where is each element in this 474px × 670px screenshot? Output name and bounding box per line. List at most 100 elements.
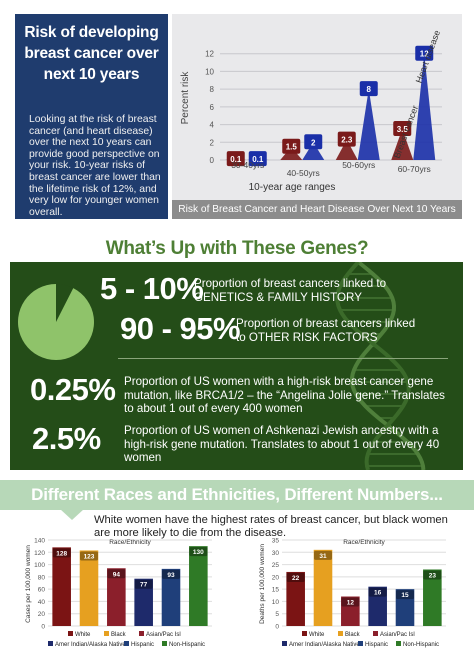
risk-xtick: 30-40yrs <box>231 160 264 170</box>
desc-genetics: Proportion of breast cancers linked to G… <box>194 277 387 304</box>
risk-ytick: 10 <box>205 67 214 76</box>
cases-value: 77 <box>140 582 148 589</box>
genes-divider <box>118 358 448 359</box>
desc-ashkenazi: Proportion of US women of Ashkenazi Jewi… <box>124 424 440 464</box>
risk-xlabel: 10-year age ranges <box>249 182 336 193</box>
cases-legend-label: Black <box>111 632 127 638</box>
risk-value-0: 3.5 <box>397 125 409 134</box>
risk-marker-1 <box>359 81 378 97</box>
deaths-bar <box>423 569 442 626</box>
deaths-legend-swatch <box>358 641 363 646</box>
pie-slice <box>56 284 74 322</box>
races-banner <box>0 480 474 510</box>
deaths-ytick: 25 <box>272 562 280 569</box>
cases-bar <box>161 568 181 626</box>
cases-value: 94 <box>113 571 121 578</box>
deaths-bar-chart: 0 5 10 15 20 25 30 35 Deaths per 100,000 women 22… <box>259 538 446 648</box>
cases-legend-swatch <box>48 641 53 646</box>
deaths-legend-swatch <box>396 641 401 646</box>
cases-ytick: 20 <box>38 611 46 618</box>
deaths-label-bg <box>341 597 360 607</box>
deaths-bar <box>368 586 387 626</box>
cases-bar <box>79 550 99 626</box>
risk-marker-0 <box>337 131 356 147</box>
cases-label-bg <box>189 547 208 557</box>
deaths-value: 23 <box>429 572 437 579</box>
deaths-legend-label: Asian/Pac Isl <box>380 632 415 638</box>
cases-bar <box>134 578 153 626</box>
pct-other-risk: 90 - 95% <box>120 311 241 346</box>
risk-spike-0 <box>335 139 358 160</box>
deaths-legend-swatch <box>302 631 307 636</box>
risk-marker-0 <box>393 121 412 136</box>
cases-legend-swatch <box>104 631 109 636</box>
deaths-legend-label: Hispanic <box>365 642 388 648</box>
deaths-ytick: 5 <box>275 611 279 618</box>
deaths-ylabel: Deaths per 100,000 women <box>259 544 266 624</box>
deaths-label-bg <box>368 587 387 597</box>
risk-value-0: 1.5 <box>286 143 298 152</box>
cases-ytick: 120 <box>34 550 45 557</box>
cases-bar <box>52 547 71 626</box>
deaths-legend-swatch <box>338 631 343 636</box>
risk-spike-0 <box>391 129 414 160</box>
cases-legend-label: Hispanic <box>131 642 154 648</box>
pct-ashkenazi: 2.5% <box>32 421 101 456</box>
pct-genetics: 5 - 10% <box>100 271 204 306</box>
deaths-label-bg <box>314 550 332 560</box>
risk-value-1: 2 <box>311 138 316 147</box>
deaths-ytick: 15 <box>272 587 280 594</box>
desc-brca: Proportion of US women with a high-risk … <box>124 375 445 415</box>
risk-value-1: 0.1 <box>252 155 264 164</box>
risk-marker-1 <box>248 151 267 167</box>
cases-value: 123 <box>84 553 95 560</box>
cases-legend-label: Amer Indian/Alaska Native <box>55 642 126 648</box>
risk-marker-0 <box>282 138 301 154</box>
deaths-label-bg <box>423 570 442 580</box>
cases-ytick: 100 <box>34 562 45 569</box>
risk-value-0: 0.1 <box>230 155 242 164</box>
risk-marker-0 <box>226 151 245 167</box>
cases-bar <box>189 546 208 626</box>
risk-ylabel: Percent risk <box>180 71 191 125</box>
cases-ytick: 40 <box>38 599 46 606</box>
cases-label-bg <box>80 551 98 561</box>
risk-value-0: 2.3 <box>341 136 353 145</box>
deaths-label-bg <box>286 572 305 582</box>
gene-pie-chart <box>18 284 94 360</box>
risk-chart-caption: Risk of Breast Cancer and Heart Disease … <box>172 200 462 219</box>
deaths-bar <box>341 596 360 626</box>
cases-value: 130 <box>193 549 204 556</box>
risk-ytick: 4 <box>210 121 215 130</box>
races-title: Different Races and Ethnicities, Differe… <box>31 485 443 504</box>
cases-ylabel: Cases per 100,000 women <box>25 545 32 623</box>
cases-label-bg <box>134 579 153 589</box>
deaths-ytick: 35 <box>272 538 280 545</box>
deaths-value: 22 <box>292 575 300 582</box>
cases-legend-label: White <box>75 632 91 638</box>
deaths-label-bg <box>396 590 414 600</box>
desc-other-risk: Proportion of breast cancers linked to O… <box>236 317 416 344</box>
deaths-ytick: 30 <box>272 550 280 557</box>
dna-strand <box>335 262 411 470</box>
deaths-bar <box>313 549 333 626</box>
risk-ytick: 6 <box>210 103 215 112</box>
deaths-legend-label: Black <box>345 632 361 638</box>
dna-strand <box>350 262 426 470</box>
cases-ytick: 140 <box>34 538 45 545</box>
risk-ytick: 0 <box>210 156 215 165</box>
deaths-legend-label: Amer Indian/Alaska Native <box>289 642 360 648</box>
risk-value-1: 12 <box>420 50 429 59</box>
risk-value-1: 8 <box>367 85 372 94</box>
cases-legend-swatch <box>124 641 129 646</box>
cases-legend-label: Non-Hispanic <box>169 642 205 648</box>
races-note: White women have the highest rates of br… <box>94 514 448 539</box>
deaths-legend-swatch <box>373 631 378 636</box>
deaths-ytick: 10 <box>272 599 280 606</box>
cases-value: 128 <box>56 550 67 557</box>
deaths-ytick: 0 <box>275 624 279 631</box>
dna-helix-icon <box>335 262 426 470</box>
risk-chart-background <box>172 14 462 219</box>
pct-brca: 0.25% <box>30 372 116 407</box>
